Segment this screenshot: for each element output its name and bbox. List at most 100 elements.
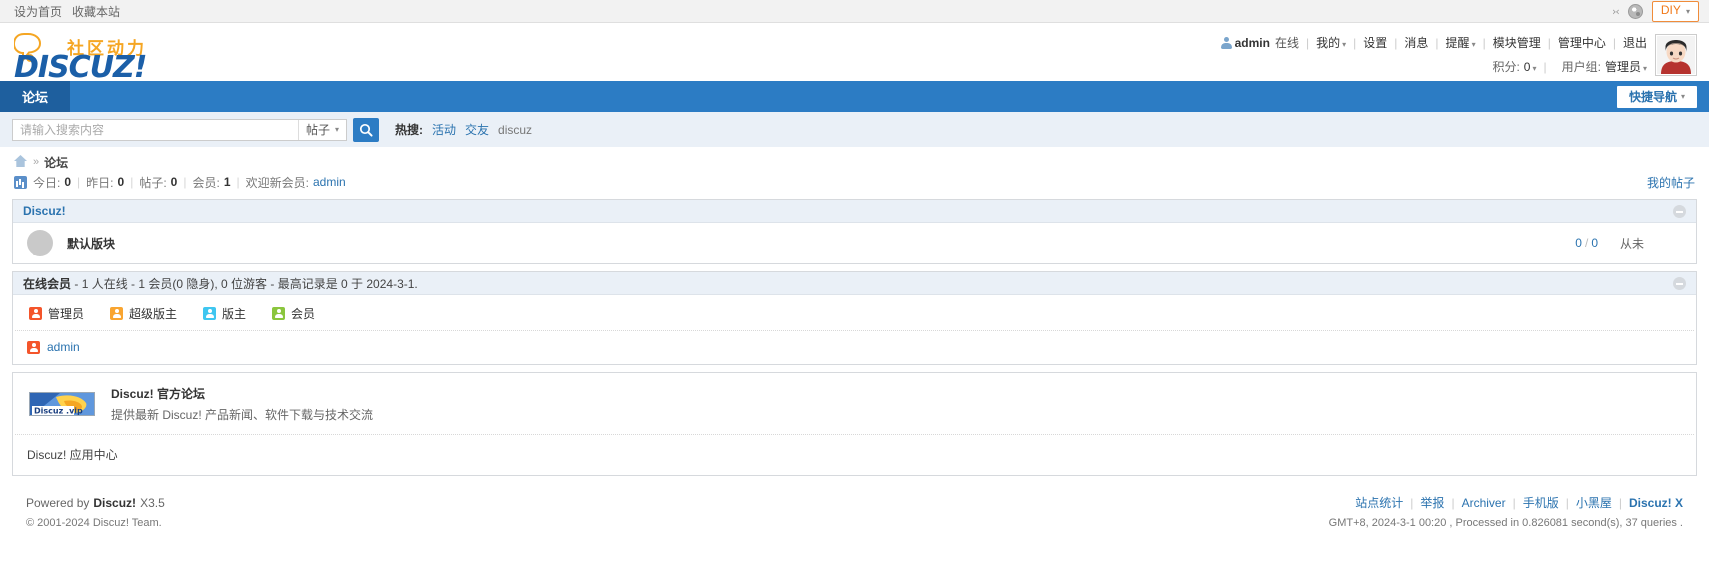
legend-item-moderator: 版主: [203, 305, 246, 322]
color-palette-icon[interactable]: [1627, 3, 1643, 19]
diy-label: DIY: [1660, 2, 1681, 17]
avatar-image: [1657, 36, 1695, 74]
credits-value[interactable]: 0 ▾: [1524, 60, 1537, 74]
avatar[interactable]: [1655, 34, 1697, 76]
footer-link-discuz-x[interactable]: Discuz! X: [1628, 495, 1683, 510]
svg-text:Discuz .vip: Discuz .vip: [34, 407, 83, 416]
search-input[interactable]: [13, 119, 298, 140]
divider: |: [77, 175, 81, 189]
module-manage-link[interactable]: 模块管理: [1492, 36, 1541, 50]
stat-members-label: 会员:: [192, 175, 220, 190]
divider: |: [1612, 35, 1616, 50]
footer-link-mobile[interactable]: 手机版: [1522, 496, 1559, 510]
svg-text:社区动力: 社区动力: [66, 38, 147, 59]
stat-yesterday-value: 0: [117, 175, 125, 189]
divider: |: [1565, 495, 1569, 510]
forum-meta: 0/0 从未: [1575, 235, 1684, 252]
stat-members-value: 1: [223, 175, 231, 189]
footer-link-report[interactable]: 举报: [1420, 496, 1445, 510]
legend-label: 版主: [222, 307, 247, 321]
user-status: 在线: [1274, 36, 1299, 50]
category-header: Discuz!: [13, 200, 1696, 223]
divider: |: [1618, 495, 1622, 510]
username-link[interactable]: admin: [1234, 35, 1270, 50]
set-homepage-link[interactable]: 设为首页: [14, 4, 63, 19]
messages-link[interactable]: 消息: [1404, 36, 1429, 50]
breadcrumb-home-link[interactable]: [14, 154, 33, 170]
stat-today-value: 0: [64, 175, 72, 189]
bookmark-site-link[interactable]: 收藏本站: [72, 4, 121, 19]
chevron-down-icon: ▾: [1471, 40, 1476, 49]
footer-link-blacklist[interactable]: 小黑屋: [1575, 496, 1612, 510]
forum-name-link[interactable]: 默认版块: [67, 236, 116, 251]
chevron-down-icon: ▾: [1685, 6, 1690, 16]
my-menu-link[interactable]: 我的 ▾: [1316, 34, 1346, 51]
diy-button[interactable]: DIY ▾: [1651, 0, 1699, 22]
footer-link-archiver[interactable]: Archiver: [1461, 495, 1506, 510]
app-center-link[interactable]: Discuz! 应用中心: [27, 448, 118, 462]
partner-title-link[interactable]: Discuz! 官方论坛: [111, 387, 206, 401]
collapse-toggle-icon[interactable]: ›‹: [1612, 4, 1620, 18]
online-title: 在线会员: [23, 276, 72, 291]
usergroup-label: 用户组:: [1561, 60, 1601, 74]
admin-center-link[interactable]: 管理中心: [1557, 36, 1606, 50]
collapse-icon[interactable]: [1673, 276, 1686, 290]
group-icon: [203, 307, 217, 320]
powered-by-brand[interactable]: Discuz!: [93, 496, 136, 510]
usergroup-value[interactable]: 管理员 ▾: [1605, 58, 1647, 75]
search-icon: [359, 123, 373, 137]
partner-panel: Discuz .vip Discuz! 官方论坛 提供最新 Discuz! 产品…: [12, 372, 1697, 476]
online-user-list: admin: [13, 331, 1696, 364]
online-header: 在线会员 - 1 人在线 - 1 会员(0 隐身), 0 位游客 - 最高记录是…: [13, 272, 1696, 295]
forum-icon: [27, 230, 53, 256]
logout-link[interactable]: 退出: [1622, 36, 1647, 50]
search-box: 帖子 ▾: [12, 118, 347, 141]
divider: |: [130, 175, 134, 189]
divider: |: [1512, 495, 1516, 510]
hot-search: 热搜: 活动 交友 discuz: [395, 121, 532, 138]
welcome-label: 欢迎新会员:: [245, 175, 309, 190]
my-posts-link[interactable]: 我的帖子: [1646, 175, 1695, 190]
footer-primary-row: Powered by Discuz! X3.5 站点统计 | 举报 | Arch…: [26, 494, 1683, 511]
partner-text: Discuz! 官方论坛 提供最新 Discuz! 产品新闻、软件下载与技术交流: [111, 385, 373, 423]
online-user-link[interactable]: admin: [47, 340, 80, 354]
search-scope-label: 帖子: [305, 123, 330, 137]
usergroup-name: 管理员: [1604, 60, 1641, 74]
notifications-label: 提醒: [1445, 36, 1470, 50]
footer-link-site-stats[interactable]: 站点统计: [1355, 496, 1404, 510]
nav-tab-forum[interactable]: 论坛: [0, 81, 71, 112]
forum-list-item[interactable]: 默认版块 0/0 从未: [13, 223, 1696, 263]
category-title[interactable]: Discuz!: [23, 204, 66, 218]
powered-version: X3.5: [140, 495, 165, 510]
group-icon: [27, 340, 40, 354]
svg-text:DISCUZ!: DISCUZ!: [14, 50, 146, 80]
powered-brand-label: Discuz!: [93, 495, 137, 510]
hot-search-item-activity[interactable]: 活动: [432, 123, 457, 137]
discuz-vip-logo[interactable]: Discuz .vip: [29, 392, 95, 416]
quick-navigation-label: 快捷导航: [1628, 90, 1677, 104]
group-icon: [110, 307, 124, 320]
hot-search-item-discuz[interactable]: discuz: [498, 122, 533, 137]
search-scope-select[interactable]: 帖子 ▾: [298, 119, 346, 140]
divider: |: [1353, 35, 1357, 50]
notifications-link[interactable]: 提醒 ▾: [1446, 34, 1476, 51]
welcome-new-member-link[interactable]: admin: [312, 175, 346, 189]
breadcrumb-separator: »: [33, 156, 40, 168]
forum-category-panel: Discuz! 默认版块 0/0 从未: [12, 199, 1697, 264]
divider: |: [1482, 35, 1486, 50]
collapse-icon[interactable]: [1673, 204, 1686, 218]
powered-by-prefix: Powered by: [26, 495, 90, 510]
chevron-down-icon: ▾: [1342, 40, 1347, 49]
usergroup-legend: 管理员 超级版主 版主 会员: [15, 295, 1694, 331]
hot-search-item-friends[interactable]: 交友: [465, 123, 490, 137]
my-menu-label: 我的: [1316, 36, 1341, 50]
hot-search-label: 热搜:: [395, 123, 423, 137]
settings-link[interactable]: 设置: [1363, 36, 1388, 50]
site-logo[interactable]: 社区动力 DISCUZ!: [12, 27, 214, 81]
credits-number: 0: [1523, 59, 1531, 74]
quick-navigation-button[interactable]: 快捷导航 ▾: [1616, 85, 1697, 108]
search-submit-button[interactable]: [353, 117, 379, 142]
forum-last-post: 从未: [1620, 236, 1645, 251]
chevron-down-icon: ▾: [335, 125, 340, 134]
chevron-down-icon: ▾: [1532, 63, 1537, 73]
